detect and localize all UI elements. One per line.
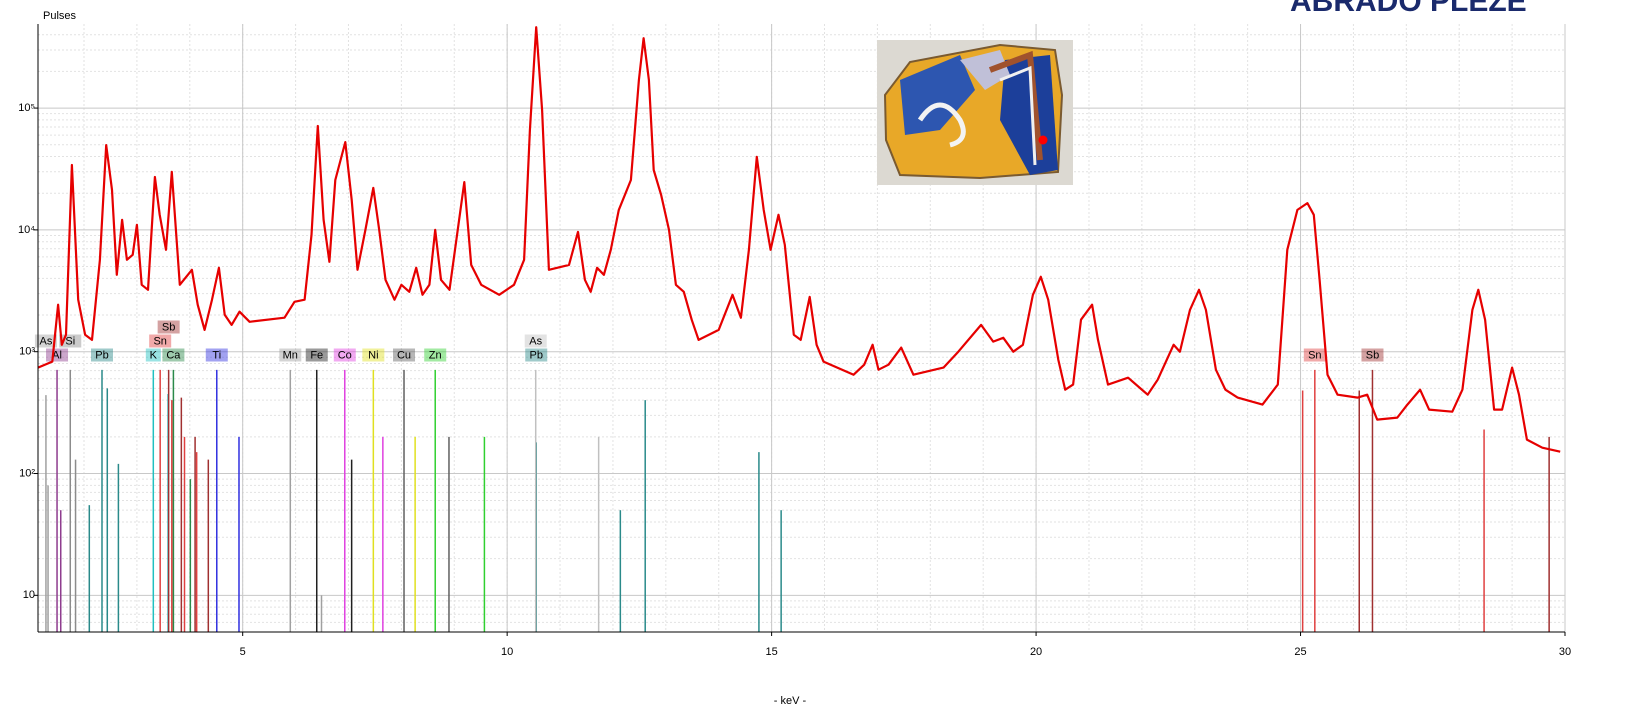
element-label-box: [90, 348, 113, 362]
element-label-box: [162, 348, 185, 362]
element-label: Cu: [397, 349, 411, 361]
y-axis-title: Pulses: [43, 10, 77, 22]
element-label: Zn: [429, 349, 442, 361]
x-tick-label: 10: [501, 646, 513, 658]
x-tick-label: 30: [1559, 646, 1571, 658]
x-tick-label: 20: [1030, 646, 1042, 658]
sample-photo: [877, 40, 1073, 185]
y-tick-label: 10³: [19, 346, 35, 358]
element-label-box: [1361, 348, 1384, 362]
element-label-box: [149, 334, 172, 348]
x-axis-title: - keV -: [774, 695, 807, 707]
y-tick-label: 10⁵: [18, 102, 35, 114]
element-label-box: [333, 348, 356, 362]
grid: [38, 24, 1566, 632]
x-tick-label: 15: [765, 646, 777, 658]
element-label: As: [529, 335, 542, 347]
element-label: Sn: [1308, 349, 1321, 361]
element-label-box: [525, 348, 548, 362]
element-label-box: [205, 348, 228, 362]
element-label-box: [524, 334, 547, 348]
element-label: Fe: [310, 349, 323, 361]
element-label: K: [150, 349, 158, 361]
element-label-box: [34, 334, 57, 348]
element-label: Co: [338, 349, 352, 361]
spectrum-line: [37, 26, 1561, 453]
element-label: Ca: [166, 349, 181, 361]
element-label: Pb: [530, 349, 543, 361]
x-tick-label: 5: [240, 646, 246, 658]
chart-title: ABRADO PLEZE: [1290, 0, 1527, 18]
element-label: Si: [65, 335, 75, 347]
element-label: As: [40, 335, 53, 347]
element-label: Pb: [95, 349, 108, 361]
element-label-box: [157, 320, 180, 334]
element-label-box: [279, 348, 302, 362]
element-label: Ni: [368, 349, 378, 361]
element-label: Al: [52, 349, 62, 361]
y-tick-label: 10: [23, 589, 35, 601]
element-label-box: [145, 348, 161, 362]
element-label-box: [424, 348, 447, 362]
y-tick-label: 10⁴: [18, 224, 35, 236]
element-label: Sn: [153, 335, 166, 347]
y-tick-label: 10²: [19, 467, 35, 479]
element-label: Mn: [283, 349, 298, 361]
element-label-box: [393, 348, 416, 362]
plot: [37, 26, 1561, 453]
element-label: Sb: [1366, 349, 1379, 361]
element-label: Sb: [162, 321, 175, 333]
x-tick-label: 25: [1294, 646, 1306, 658]
element-label-box: [1303, 348, 1326, 362]
element-label: Ti: [212, 349, 221, 361]
element-label-box: [305, 348, 328, 362]
element-label-box: [362, 348, 385, 362]
